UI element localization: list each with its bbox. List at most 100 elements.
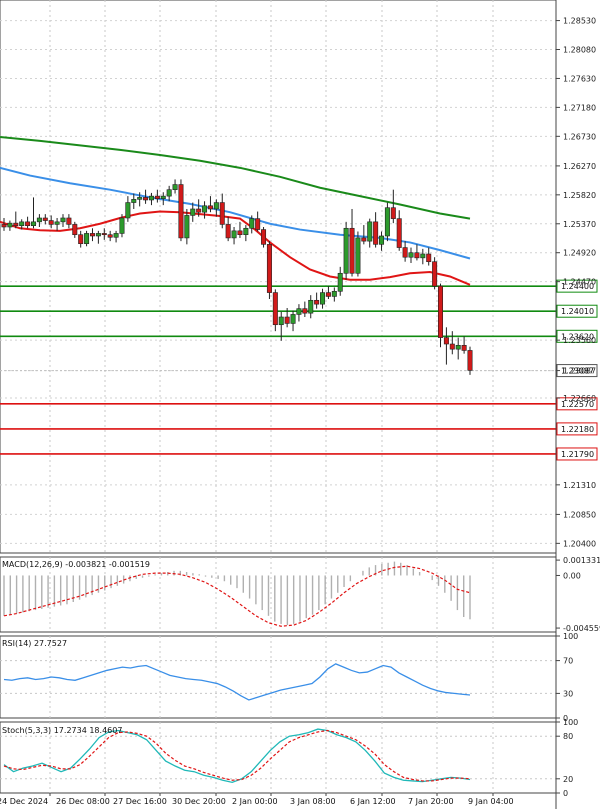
level-tag	[556, 397, 598, 411]
stoch-tick-label: 0	[563, 789, 568, 798]
panel-frame	[0, 635, 557, 719]
candle-body	[361, 237, 367, 242]
candle-body	[213, 202, 219, 210]
candle-body	[143, 197, 149, 201]
candle-body	[443, 337, 449, 345]
candlesticks	[1, 179, 473, 375]
level-tag	[556, 422, 598, 436]
macd-tick-label: 0.001331	[563, 556, 600, 565]
candle-body	[36, 217, 42, 223]
level-label: 1.23620	[561, 332, 594, 341]
time-label: 3 Jan 08:00	[290, 797, 336, 806]
current-price-label: 1.23087	[561, 367, 594, 376]
price-tick-label: 1.20850	[563, 510, 596, 519]
candle-body	[19, 221, 25, 227]
level-tag	[556, 329, 598, 343]
candle-body	[373, 221, 379, 245]
panel-frame	[0, 0, 557, 554]
candle-body	[231, 230, 237, 239]
candle-body	[455, 345, 461, 350]
macd-signal-line	[3, 565, 471, 627]
time-axis: 24 Dec 2024 26 Dec 08:00 27 Dec 16:00 30 De…	[0, 793, 514, 806]
price-tick-label: 1.23560	[563, 336, 596, 345]
candle-body	[184, 215, 190, 239]
level-label: 1.22180	[561, 425, 594, 434]
candle-body	[95, 233, 101, 237]
candle-body	[48, 220, 54, 225]
candle-body	[432, 261, 438, 287]
candle-body	[78, 234, 84, 245]
rsi-tick-label: 100	[563, 632, 578, 641]
candle-body	[225, 224, 231, 239]
candle-body	[349, 227, 355, 274]
candle-body	[172, 184, 178, 190]
level-tag	[556, 447, 598, 461]
candle-body	[290, 314, 296, 324]
rsi-tick-label: 30	[563, 689, 573, 698]
candle-body	[202, 205, 208, 213]
candle-body	[272, 292, 278, 326]
level-label: 1.22570	[561, 400, 594, 409]
rsi-panel	[0, 660, 556, 701]
candle-body	[66, 217, 72, 225]
candle-body	[89, 233, 95, 237]
candle-body	[343, 227, 349, 274]
price-tick-label: 1.26730	[563, 132, 596, 141]
candle-body	[449, 343, 455, 350]
candle-body	[125, 202, 131, 219]
candle-body	[414, 252, 420, 259]
candle-body	[420, 253, 426, 259]
candle-body	[461, 345, 467, 351]
time-label: 6 Jan 12:00	[350, 797, 396, 806]
candle-body	[426, 253, 432, 263]
level-tag	[556, 279, 598, 293]
candle-body	[314, 299, 320, 305]
candle-body	[249, 218, 255, 229]
candle-body	[402, 247, 408, 258]
stoch-tick-label: 100	[563, 718, 578, 727]
candle-body	[396, 218, 402, 248]
time-label: 24 Dec 2024	[0, 797, 48, 806]
price-tick-label: 1.27630	[563, 74, 596, 83]
candle-body	[367, 221, 373, 242]
candle-body	[72, 224, 78, 236]
candle-body	[42, 217, 48, 221]
candle-body	[25, 221, 31, 227]
time-label: 9 Jan 04:00	[468, 797, 514, 806]
moving-average-line	[0, 210, 471, 286]
candle-body	[13, 222, 19, 227]
candle-body	[302, 308, 308, 314]
time-label: 26 Dec 08:00	[56, 797, 110, 806]
rsi-tick-label: 70	[563, 657, 573, 666]
level-label: 1.24400	[561, 282, 594, 291]
candle-body	[60, 217, 66, 223]
candle-body	[320, 292, 326, 305]
candle-body	[331, 290, 337, 297]
price-tick-label: 1.23087	[563, 367, 596, 376]
time-label: 30 Dec 20:00	[172, 797, 226, 806]
support-resistance-lines: 1.24400 1.24010 1.23620 1.22570 1.22180 1.217…	[0, 279, 598, 461]
price-tick-label: 1.27180	[563, 103, 596, 112]
candle-body	[243, 227, 249, 236]
price-tick-label: 1.25820	[563, 191, 596, 200]
candle-body	[355, 237, 361, 274]
candle-body	[178, 184, 184, 239]
stoch-d-line	[3, 729, 471, 782]
stoch-k-line	[3, 728, 471, 784]
price-tick-label: 1.26270	[563, 162, 596, 171]
candle-body	[131, 199, 137, 203]
candle-body	[1, 224, 7, 228]
candle-body	[160, 195, 166, 199]
candle-body	[390, 207, 396, 219]
rsi-line	[3, 663, 471, 701]
time-label: 27 Dec 16:00	[113, 797, 167, 806]
candle-body	[255, 218, 261, 230]
price-axis: 1.28530 1.28080 1.27630 1.27180 1.26730 1.262…	[555, 0, 600, 809]
candle-body	[325, 292, 331, 297]
stoch-tick-label: 20	[563, 775, 573, 784]
level-label: 1.24010	[561, 307, 594, 316]
price-tick-label: 1.24920	[563, 249, 596, 258]
rsi-label: RSI(14) 27.7527	[2, 639, 67, 648]
candle-body	[154, 195, 160, 199]
